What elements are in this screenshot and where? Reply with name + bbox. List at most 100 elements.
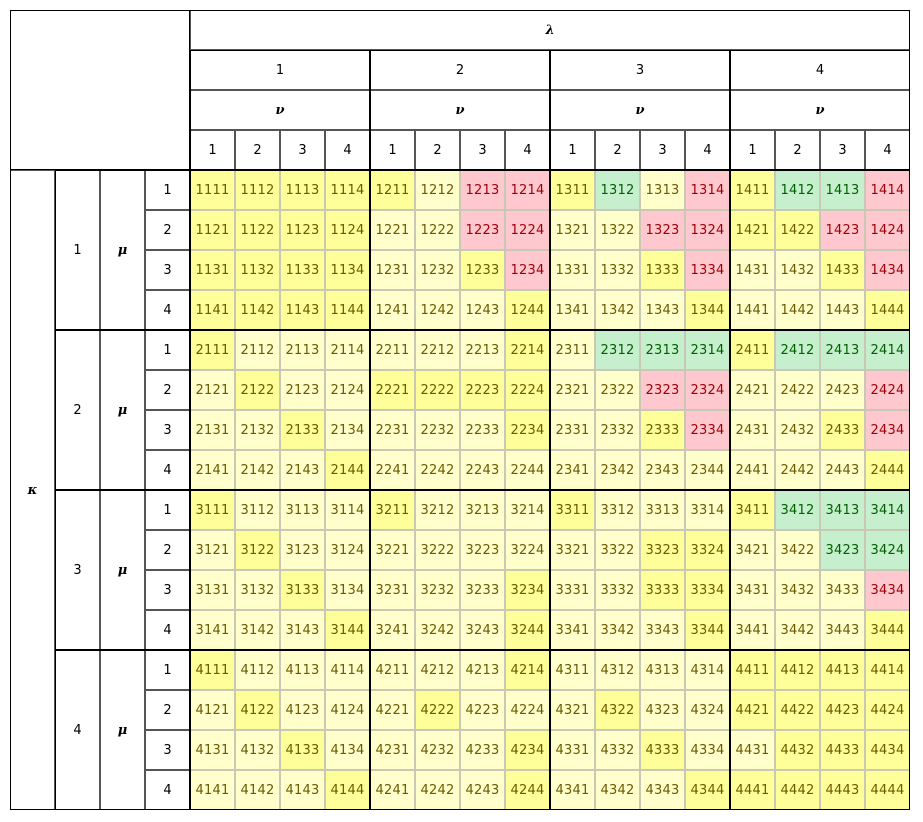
table-cell: 3211 bbox=[370, 490, 415, 530]
table-cell: 4343 bbox=[640, 770, 685, 810]
kappa-value-2: 2 bbox=[55, 330, 100, 490]
nu-value-3: 3 bbox=[820, 130, 865, 170]
table-cell: 1211 bbox=[370, 170, 415, 210]
table-cell: 2311 bbox=[550, 330, 595, 370]
table-cell: 2241 bbox=[370, 450, 415, 490]
table-cell: 4233 bbox=[460, 730, 505, 770]
table-cell: 4244 bbox=[505, 770, 550, 810]
table-cell: 2122 bbox=[235, 370, 280, 410]
table-cell: 3333 bbox=[640, 570, 685, 610]
table-cell: 3143 bbox=[280, 610, 325, 650]
mu-value-4: 4 bbox=[145, 290, 190, 330]
table-cell: 1142 bbox=[235, 290, 280, 330]
table-cell: 2123 bbox=[280, 370, 325, 410]
table-cell: 3434 bbox=[865, 570, 910, 610]
table-cell: 2333 bbox=[640, 410, 685, 450]
table-cell: 4434 bbox=[865, 730, 910, 770]
nu-value-4: 4 bbox=[325, 130, 370, 170]
table-cell: 3131 bbox=[190, 570, 235, 610]
kappa-value-1: 1 bbox=[55, 170, 100, 330]
table-cell: 4211 bbox=[370, 650, 415, 690]
table-cell: 1242 bbox=[415, 290, 460, 330]
table-cell: 2421 bbox=[730, 370, 775, 410]
table-cell: 1243 bbox=[460, 290, 505, 330]
lambda-value-1: 1 bbox=[190, 50, 370, 90]
table-cell: 2343 bbox=[640, 450, 685, 490]
table-cell: 4214 bbox=[505, 650, 550, 690]
table-cell: 1321 bbox=[550, 210, 595, 250]
nu-value-3: 3 bbox=[460, 130, 505, 170]
table-cell: 3313 bbox=[640, 490, 685, 530]
table-cell: 1331 bbox=[550, 250, 595, 290]
table-cell: 2142 bbox=[235, 450, 280, 490]
table-cell: 4412 bbox=[775, 650, 820, 690]
table-cell: 1434 bbox=[865, 250, 910, 290]
table-cell: 1422 bbox=[775, 210, 820, 250]
table-cell: 2144 bbox=[325, 450, 370, 490]
mu-value-1: 1 bbox=[145, 330, 190, 370]
table-cell: 4212 bbox=[415, 650, 460, 690]
table-cell: 3243 bbox=[460, 610, 505, 650]
table-cell: 2224 bbox=[505, 370, 550, 410]
table-cell: 4143 bbox=[280, 770, 325, 810]
table-cell: 2332 bbox=[595, 410, 640, 450]
table-cell: 1224 bbox=[505, 210, 550, 250]
table-cell: 1143 bbox=[280, 290, 325, 330]
table-cell: 3124 bbox=[325, 530, 370, 570]
table-cell: 1221 bbox=[370, 210, 415, 250]
table-cell: 3244 bbox=[505, 610, 550, 650]
table-cell: 1432 bbox=[775, 250, 820, 290]
table-cell: 1324 bbox=[685, 210, 730, 250]
table-cell: 2143 bbox=[280, 450, 325, 490]
table-cell: 3311 bbox=[550, 490, 595, 530]
table-cell: 1442 bbox=[775, 290, 820, 330]
table-cell: 2414 bbox=[865, 330, 910, 370]
table-cell: 4413 bbox=[820, 650, 865, 690]
table-cell: 3122 bbox=[235, 530, 280, 570]
table-cell: 2413 bbox=[820, 330, 865, 370]
nu-value-1: 1 bbox=[550, 130, 595, 170]
table-cell: 4113 bbox=[280, 650, 325, 690]
table-cell: 2244 bbox=[505, 450, 550, 490]
nu-value-1: 1 bbox=[190, 130, 235, 170]
table-cell: 1231 bbox=[370, 250, 415, 290]
table-cell: 4341 bbox=[550, 770, 595, 810]
table-cell: 3121 bbox=[190, 530, 235, 570]
table-cell: 3432 bbox=[775, 570, 820, 610]
nu-value-1: 1 bbox=[730, 130, 775, 170]
table-cell: 1212 bbox=[415, 170, 460, 210]
nu-value-4: 4 bbox=[865, 130, 910, 170]
table-cell: 3422 bbox=[775, 530, 820, 570]
nu-value-2: 2 bbox=[415, 130, 460, 170]
table-cell: 1223 bbox=[460, 210, 505, 250]
table-cell: 4132 bbox=[235, 730, 280, 770]
table-cell: 2323 bbox=[640, 370, 685, 410]
table-cell: 3423 bbox=[820, 530, 865, 570]
table-cell: 4313 bbox=[640, 650, 685, 690]
table-cell: 4144 bbox=[325, 770, 370, 810]
table-cell: 1122 bbox=[235, 210, 280, 250]
table-cell: 4442 bbox=[775, 770, 820, 810]
table-cell: 1123 bbox=[280, 210, 325, 250]
table-cell: 4332 bbox=[595, 730, 640, 770]
table-cell: 2321 bbox=[550, 370, 595, 410]
table-cell: 1233 bbox=[460, 250, 505, 290]
table-cell: 2341 bbox=[550, 450, 595, 490]
lambda-value-2: 2 bbox=[370, 50, 550, 90]
table-cell: 2433 bbox=[820, 410, 865, 450]
kappa-value-4: 4 bbox=[55, 650, 100, 810]
table-cell: 3334 bbox=[685, 570, 730, 610]
table-cell: 1441 bbox=[730, 290, 775, 330]
table-cell: 1213 bbox=[460, 170, 505, 210]
table-cell: 1134 bbox=[325, 250, 370, 290]
table-cell: 4242 bbox=[415, 770, 460, 810]
table-cell: 4121 bbox=[190, 690, 235, 730]
table-cell: 1424 bbox=[865, 210, 910, 250]
mu-header: μ bbox=[100, 170, 145, 330]
table-cell: 1111 bbox=[190, 170, 235, 210]
table-cell: 1313 bbox=[640, 170, 685, 210]
table-cell: 2423 bbox=[820, 370, 865, 410]
table-cell: 3242 bbox=[415, 610, 460, 650]
mu-value-2: 2 bbox=[145, 210, 190, 250]
table-cell: 1414 bbox=[865, 170, 910, 210]
